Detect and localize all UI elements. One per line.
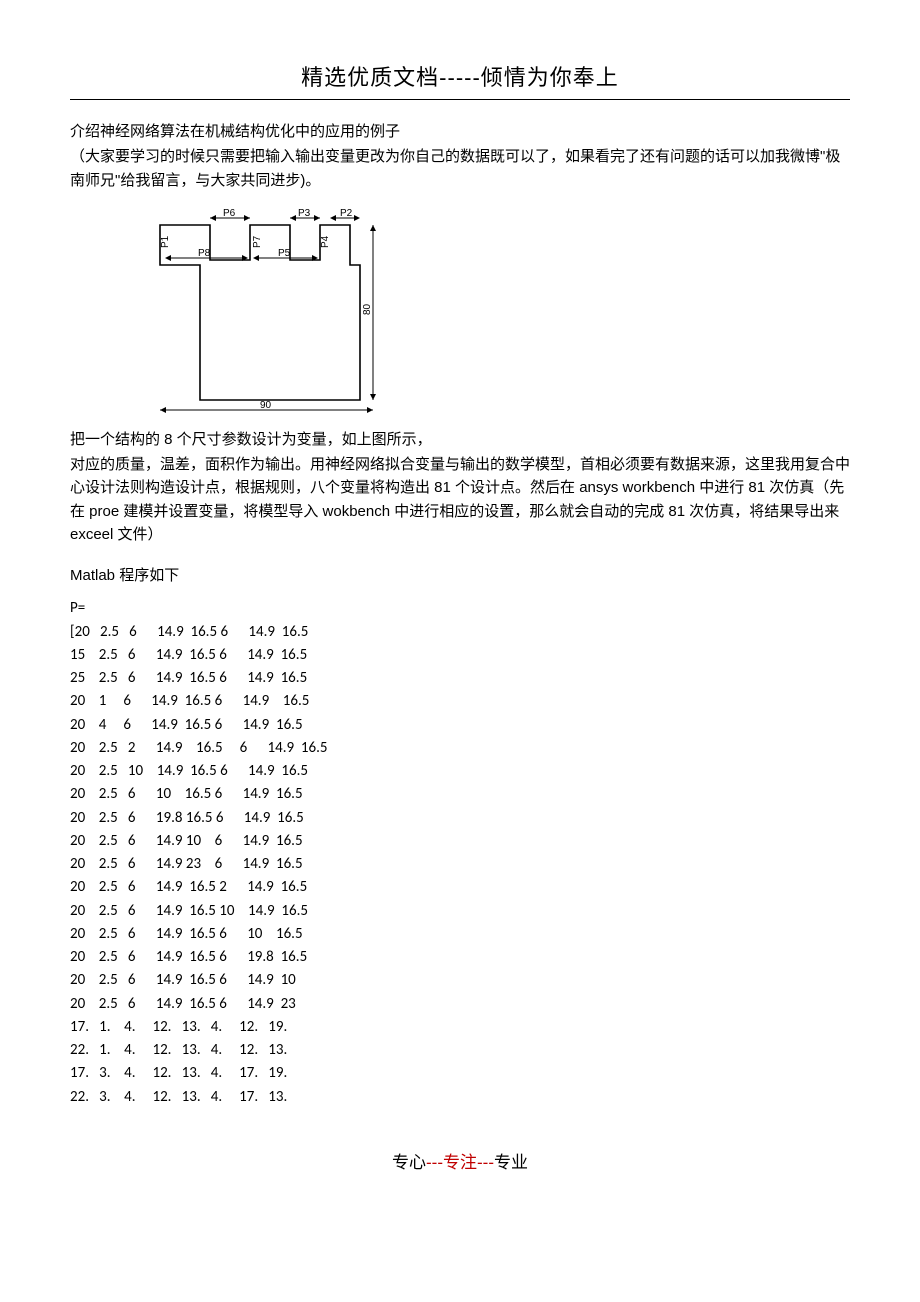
arrow-p6-l <box>210 215 216 221</box>
data-row: 20 2.5 6 14.9 16.5 6 19.8 16.5 <box>70 946 850 969</box>
label-height: 80 <box>362 303 373 315</box>
matlab-label: Matlab 程序如下 <box>70 564 850 587</box>
label-p3: P3 <box>298 208 311 219</box>
footer-part3: 专业 <box>494 1153 528 1172</box>
label-p5: P5 <box>278 248 291 259</box>
data-row: 20 2.5 2 14.9 16.5 6 14.9 16.5 <box>70 737 850 760</box>
data-row: 20 2.5 10 14.9 16.5 6 14.9 16.5 <box>70 760 850 783</box>
data-row: 17. 3. 4. 12. 13. 4. 17. 19. <box>70 1062 850 1085</box>
data-row: 20 2.5 6 14.9 10 6 14.9 16.5 <box>70 830 850 853</box>
arrow-p3-r <box>314 215 320 221</box>
label-p4: P4 <box>320 235 331 248</box>
arrow-p2-l <box>330 215 336 221</box>
data-row: 20 2.5 6 19.8 16.5 6 14.9 16.5 <box>70 807 850 830</box>
label-p1: P1 <box>160 235 171 248</box>
data-row: 17. 1. 4. 12. 13. 4. 12. 19. <box>70 1016 850 1039</box>
intro-2: （大家要学习的时候只需要把输入输出变量更改为你自己的数据既可以了，如果看完了还有… <box>70 145 850 192</box>
footer-part1: 专心 <box>392 1153 426 1172</box>
arrow-p5-l <box>253 255 259 261</box>
data-row: 15 2.5 6 14.9 16.5 6 14.9 16.5 <box>70 644 850 667</box>
arrow-h-b <box>370 394 376 400</box>
label-p6: P6 <box>223 208 236 219</box>
p-label: P= <box>70 597 850 620</box>
data-row: 20 1 6 14.9 16.5 6 14.9 16.5 <box>70 690 850 713</box>
diagram-container: P1 P6 P3 P2 P7 P4 P8 P5 <box>130 200 850 420</box>
arrow-p2-r <box>354 215 360 221</box>
para-1: 把一个结构的 8 个尺寸参数设计为变量，如上图所示， <box>70 428 850 451</box>
header-title: 精选优质文档-----倾情为你奉上 <box>70 60 850 95</box>
data-row: 20 2.5 6 10 16.5 6 14.9 16.5 <box>70 783 850 806</box>
data-table: [20 2.5 6 14.9 16.5 6 14.9 16.515 2.5 6 … <box>70 621 850 1109</box>
arrow-p3-l <box>290 215 296 221</box>
footer-part2: ---专注--- <box>426 1153 494 1172</box>
data-row: 20 4 6 14.9 16.5 6 14.9 16.5 <box>70 714 850 737</box>
label-p8: P8 <box>198 248 211 259</box>
data-row: 22. 3. 4. 12. 13. 4. 17. 13. <box>70 1086 850 1109</box>
data-row: 25 2.5 6 14.9 16.5 6 14.9 16.5 <box>70 667 850 690</box>
data-row: 20 2.5 6 14.9 16.5 2 14.9 16.5 <box>70 876 850 899</box>
data-row: [20 2.5 6 14.9 16.5 6 14.9 16.5 <box>70 621 850 644</box>
arrow-w-r <box>367 407 373 413</box>
arrow-p6-r <box>244 215 250 221</box>
intro-1: 介绍神经网络算法在机械结构优化中的应用的例子 <box>70 120 850 143</box>
data-row: 20 2.5 6 14.9 16.5 6 14.9 10 <box>70 969 850 992</box>
arrow-p8-l <box>165 255 171 261</box>
data-row: 20 2.5 6 14.9 16.5 6 10 16.5 <box>70 923 850 946</box>
data-row: 20 2.5 6 14.9 16.5 10 14.9 16.5 <box>70 900 850 923</box>
diagram-svg: P1 P6 P3 P2 P7 P4 P8 P5 <box>130 200 430 420</box>
para-2: 对应的质量，温差，面积作为输出。用神经网络拟合变量与输出的数学模型，首相必须要有… <box>70 453 850 546</box>
header-rule <box>70 99 850 100</box>
data-row: 20 2.5 6 14.9 16.5 6 14.9 23 <box>70 993 850 1016</box>
arrow-w-l <box>160 407 166 413</box>
structure-outline <box>160 225 360 400</box>
footer: 专心---专注---专业 <box>70 1149 850 1176</box>
label-p2: P2 <box>340 208 353 219</box>
label-width: 90 <box>260 400 272 411</box>
label-p7: P7 <box>252 235 263 248</box>
data-row: 20 2.5 6 14.9 23 6 14.9 16.5 <box>70 853 850 876</box>
data-row: 22. 1. 4. 12. 13. 4. 12. 13. <box>70 1039 850 1062</box>
arrow-h-t <box>370 225 376 231</box>
